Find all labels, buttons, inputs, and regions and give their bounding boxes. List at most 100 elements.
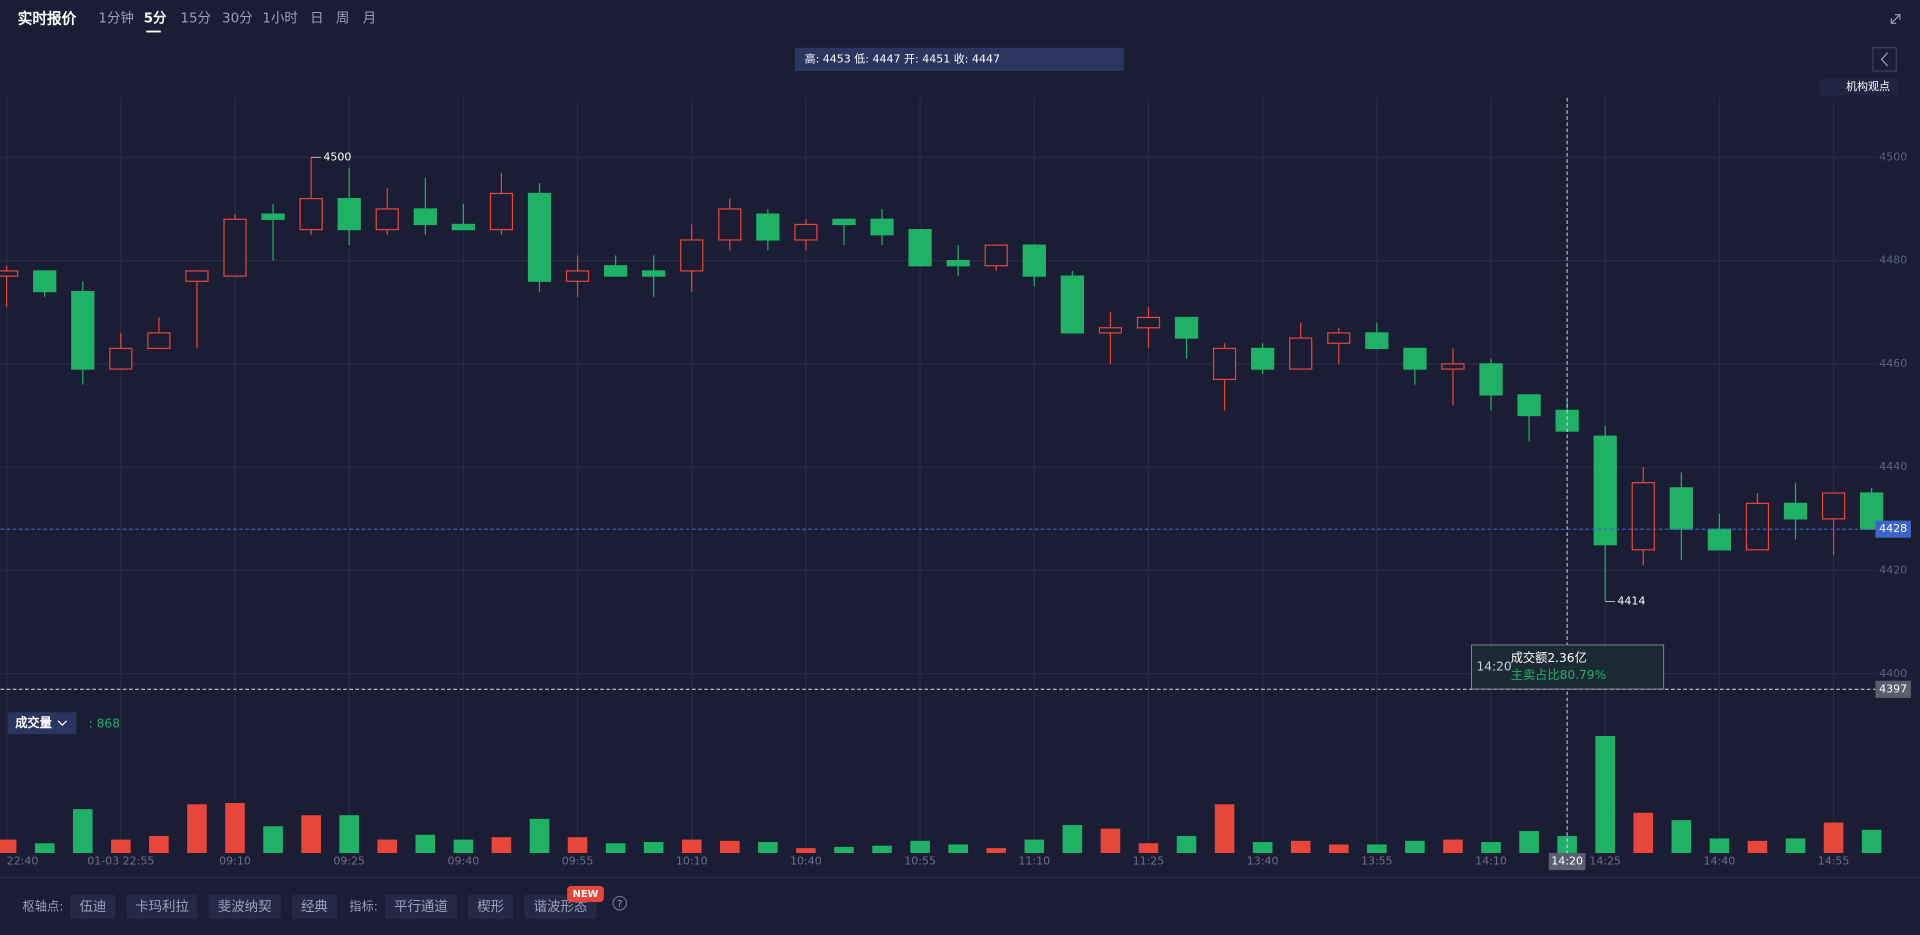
period-tab[interactable]: 1分钟	[98, 9, 133, 26]
toolbar-button-label: 伍迪	[79, 899, 106, 915]
toolbar-button[interactable]	[468, 894, 514, 920]
volume-bar	[986, 848, 1007, 854]
volume-bar	[72, 809, 93, 854]
y-tick-label: 4460	[1879, 357, 1907, 370]
volume-bar	[529, 818, 550, 854]
candle-body	[1745, 502, 1770, 551]
volume-bar	[187, 804, 207, 854]
separator: :	[89, 716, 93, 730]
y-tick-label: 4440	[1879, 460, 1907, 473]
x-tick-label: 13:55	[1361, 855, 1393, 868]
volume-bar	[758, 842, 778, 854]
x-tick-label: 11:10	[1018, 855, 1050, 868]
x-tick-label: 01-03 22:55	[87, 855, 154, 868]
x-tick-label: 14:40	[1704, 855, 1736, 868]
volume-bar	[1062, 824, 1083, 854]
volume-bar	[872, 845, 892, 854]
period-tab[interactable]: 日	[310, 11, 323, 26]
toolbar-button[interactable]	[70, 894, 116, 920]
volume-selector[interactable]	[7, 712, 77, 735]
volume-bar	[1024, 839, 1045, 854]
candle-body	[870, 218, 894, 236]
x-tick-label: 13:40	[1247, 855, 1279, 868]
value: 4447	[972, 52, 1000, 65]
candle-body	[946, 259, 970, 267]
period-tab[interactable]: 周	[336, 11, 349, 26]
candle-body	[832, 218, 856, 226]
volume-bar	[339, 815, 359, 854]
period-tab[interactable]: 15分	[180, 10, 211, 26]
active-underline	[146, 30, 161, 33]
last-price-label: 4428	[1879, 522, 1907, 535]
candle-body	[375, 208, 399, 231]
volume-bar	[415, 834, 436, 854]
candle-body	[1098, 327, 1123, 334]
candle-body	[1403, 347, 1427, 370]
help-label: ?	[617, 899, 622, 910]
opinion-button[interactable]	[1819, 78, 1898, 96]
candle-body	[1479, 363, 1503, 396]
candle-body	[565, 270, 590, 282]
volume-bar	[1861, 829, 1882, 854]
toolbar-button[interactable]	[126, 894, 198, 920]
indicator-label: 指标:	[349, 898, 378, 913]
last-price-tag	[1875, 520, 1911, 538]
x-tick-label: 11:25	[1133, 855, 1165, 868]
period-tab[interactable]: 5分	[144, 10, 167, 26]
candle-body	[1022, 244, 1046, 277]
tooltip-time: 14:20	[1476, 659, 1511, 673]
volume-label: 成交量	[15, 715, 52, 730]
volume-bar	[605, 843, 626, 854]
x-tick-label: 10:40	[790, 855, 822, 868]
volume-bar	[1176, 835, 1197, 854]
volume-bar	[1595, 736, 1615, 854]
candle-body	[984, 244, 1008, 267]
volume-bar	[1633, 812, 1654, 854]
volume-bar	[1671, 820, 1692, 854]
y-tick-label: 4500	[1879, 150, 1907, 163]
volume-bar	[263, 826, 283, 854]
candle-body	[299, 198, 323, 231]
toolbar-button-label: 卡玛利拉	[135, 899, 189, 915]
volume-bar	[1481, 842, 1501, 854]
volume-bar	[0, 839, 17, 854]
x-tick-label: 09:25	[333, 855, 365, 868]
value: 868	[97, 716, 120, 730]
new-badge	[567, 886, 604, 902]
toolbar-button[interactable]	[208, 894, 281, 920]
toolbar-button-label: 楔形	[477, 899, 504, 915]
period-tab[interactable]: 1小时	[262, 10, 297, 26]
x-tick-label: 14:10	[1475, 855, 1507, 868]
collapse-icon[interactable]	[1890, 14, 1901, 24]
period-tab[interactable]: 30分	[222, 10, 253, 26]
volume-bar	[149, 835, 169, 854]
candle-body	[1365, 332, 1389, 350]
volume-bar	[948, 844, 968, 854]
volume-bar	[1290, 840, 1311, 854]
volume-bar	[1709, 838, 1730, 854]
toolbar-button-label: 平行通道	[394, 899, 448, 915]
x-tick-label: 09:55	[562, 855, 594, 868]
period-tab[interactable]: 月	[363, 11, 376, 26]
candle-body	[1783, 502, 1808, 520]
y-tick-label: 4400	[1879, 667, 1907, 680]
x-tick-label: 14:25	[1589, 855, 1621, 868]
volume-bar	[796, 848, 816, 854]
x-tick-label: 09:10	[219, 855, 251, 868]
help-icon[interactable]	[612, 895, 628, 911]
candle-body	[1517, 394, 1541, 417]
candle-body	[223, 218, 247, 277]
side-toggle[interactable]	[1872, 47, 1897, 72]
new-badge-label: NEW	[573, 889, 599, 900]
candle-body	[1631, 482, 1655, 551]
toolbar-button-label: 经典	[301, 899, 328, 915]
toolbar-button[interactable]	[291, 894, 338, 920]
toolbar-button[interactable]	[384, 894, 458, 920]
x-tick-label: 09:40	[448, 855, 480, 868]
volume-bar	[720, 840, 740, 854]
volume-bar	[834, 846, 854, 854]
candle-body	[1212, 347, 1237, 381]
volume-bar	[1823, 822, 1844, 854]
volume-bar	[1214, 804, 1235, 854]
candle-body	[451, 223, 475, 231]
